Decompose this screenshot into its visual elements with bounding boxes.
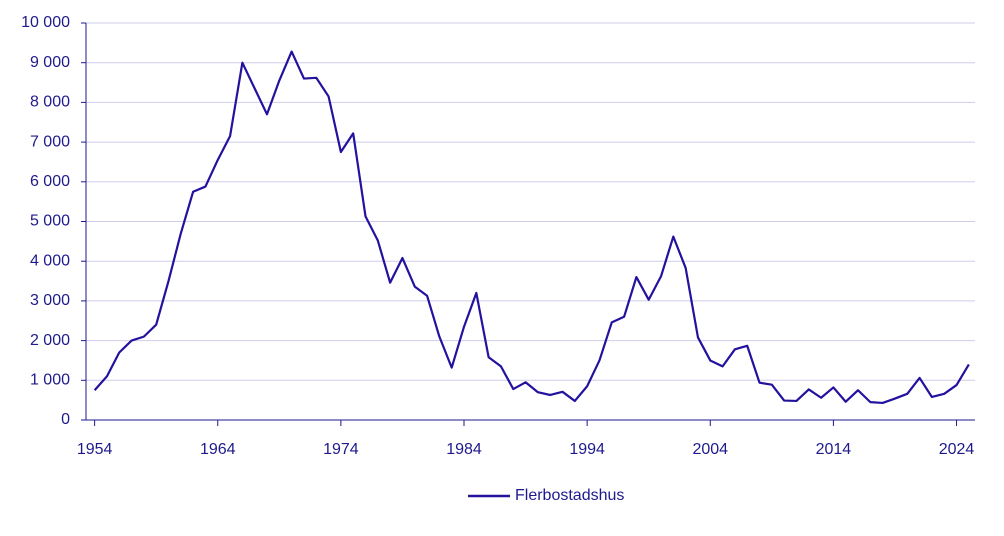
x-tick-label: 1994 — [569, 441, 605, 458]
x-tick-label: 2024 — [939, 441, 975, 458]
y-tick-label: 1 000 — [30, 372, 70, 389]
y-tick-label: 6 000 — [30, 173, 70, 190]
series-line — [93, 50, 970, 405]
y-tick-label: 7 000 — [30, 133, 70, 150]
y-tick-label: 9 000 — [30, 54, 70, 71]
x-tick-label: 1974 — [323, 441, 359, 458]
y-tick-label: 3 000 — [30, 292, 70, 309]
x-tick-label: 1954 — [77, 441, 113, 458]
y-tick-label: 5 000 — [30, 213, 70, 230]
x-tick-label: 1984 — [446, 441, 482, 458]
y-tick-label: 2 000 — [30, 332, 70, 349]
x-tick-label: 2014 — [816, 441, 852, 458]
y-tick-label: 4 000 — [30, 252, 70, 269]
x-tick-label: 2004 — [692, 441, 728, 458]
y-tick-label: 8 000 — [30, 94, 70, 111]
y-tick-label: 0 — [61, 411, 70, 428]
x-tick-label: 1964 — [200, 441, 236, 458]
legend-label: Flerbostadshus — [515, 487, 624, 504]
y-tick-label: 10 000 — [21, 14, 70, 31]
